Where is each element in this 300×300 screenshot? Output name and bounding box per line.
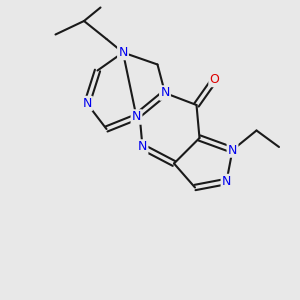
Text: N: N xyxy=(132,110,141,124)
Text: N: N xyxy=(222,175,231,188)
Text: N: N xyxy=(228,143,237,157)
Text: N: N xyxy=(160,86,170,100)
Text: N: N xyxy=(118,46,128,59)
Text: O: O xyxy=(210,73,219,86)
Text: N: N xyxy=(82,97,92,110)
Text: N: N xyxy=(138,140,147,154)
